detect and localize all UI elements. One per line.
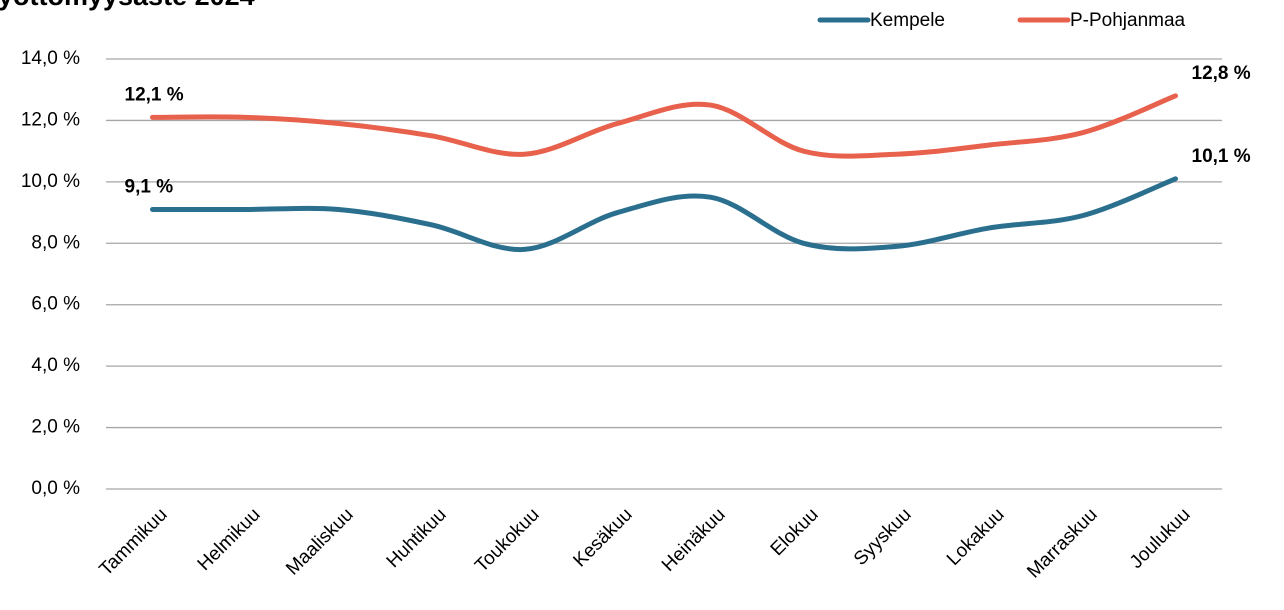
x-tick-label: Helmikuu xyxy=(194,504,265,575)
x-tick-label: Kesäkuu xyxy=(569,504,636,571)
x-tick-label: Marraskuu xyxy=(1023,504,1101,582)
chart-title: yöttömyysaste 2024 xyxy=(0,0,255,11)
x-tick-label: Heinäkuu xyxy=(658,504,730,576)
y-tick-label: 0,0 % xyxy=(31,478,80,499)
y-tick-label: 12,0 % xyxy=(21,109,80,130)
data-label: 12,1 % xyxy=(125,84,184,105)
x-tick-label: Lokakuu xyxy=(943,504,1009,570)
y-tick-label: 6,0 % xyxy=(31,294,80,315)
x-tick-label: Huhtikuu xyxy=(383,504,451,572)
y-tick-label: 10,0 % xyxy=(21,171,80,192)
y-tick-label: 2,0 % xyxy=(31,417,80,438)
y-tick-label: 8,0 % xyxy=(31,232,80,253)
legend-label: Kempele xyxy=(870,10,945,31)
x-tick-label: Toukokuu xyxy=(471,504,543,576)
data-label: 9,1 % xyxy=(125,177,174,198)
x-tick-label: Syyskuu xyxy=(850,504,916,570)
line xyxy=(150,93,1178,159)
x-tick-label: Tammikuu xyxy=(96,504,172,580)
x-tick-label: Joulukuu xyxy=(1126,504,1195,573)
data-label: 12,8 % xyxy=(1192,63,1251,84)
line xyxy=(150,176,1178,252)
y-tick-label: 14,0 % xyxy=(21,48,80,69)
x-tick-label: Elokuu xyxy=(767,504,823,560)
data-label: 10,1 % xyxy=(1192,146,1251,167)
y-tick-label: 4,0 % xyxy=(31,355,80,376)
x-tick-label: Maaliskuu xyxy=(282,504,357,579)
legend-label: P-Pohjanmaa xyxy=(1070,10,1186,31)
